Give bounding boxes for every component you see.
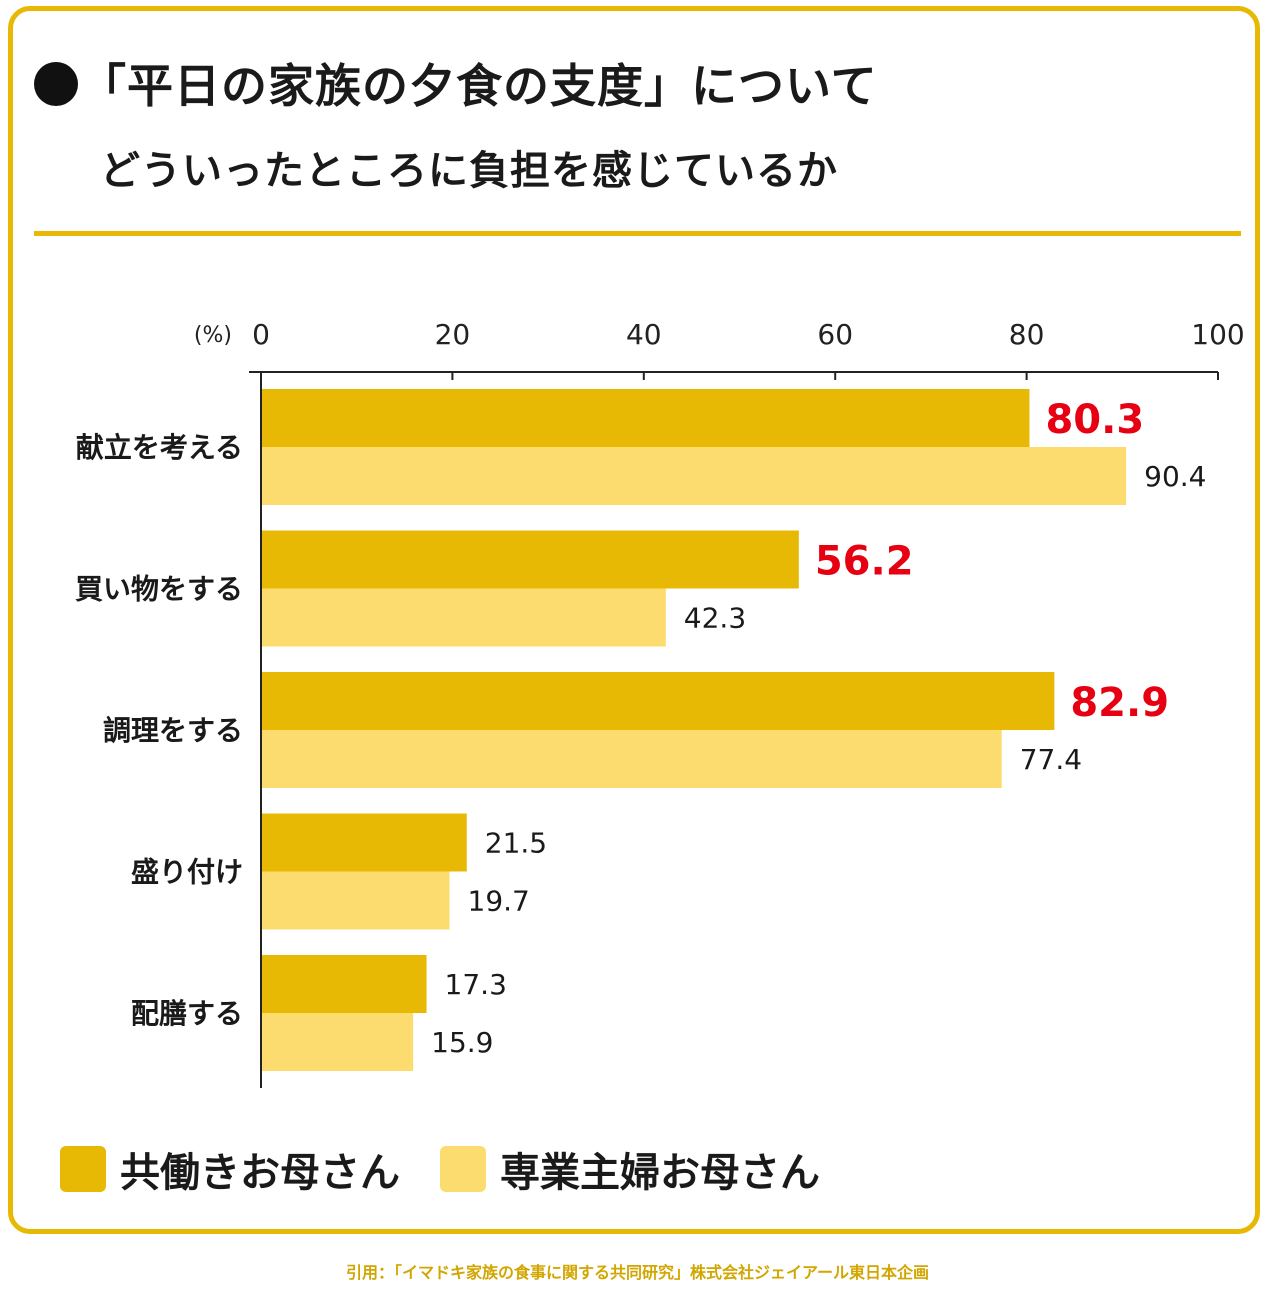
data-label: 42.3 <box>684 602 746 635</box>
category-label: 盛り付け <box>131 856 243 889</box>
data-label: 17.3 <box>445 968 507 1001</box>
bar-working <box>261 672 1055 730</box>
data-label: 21.5 <box>485 827 547 860</box>
data-label: 80.3 <box>1045 397 1144 443</box>
bar-homemaker <box>261 730 1002 788</box>
bar-homemaker <box>261 588 666 647</box>
data-label: 56.2 <box>815 539 914 585</box>
chart-subtitle: どういったところに負担を感じているか <box>100 148 838 194</box>
category-label: 調理をする <box>103 714 243 747</box>
category-label: 買い物をする <box>75 573 243 606</box>
bar-working <box>261 530 799 589</box>
legend-item-working: 共働きお母さん <box>60 1140 400 1198</box>
legend-label-working: 共働きお母さん <box>120 1150 400 1196</box>
axis-unit-label: (%) <box>194 323 232 348</box>
x-tick-label: 40 <box>626 318 662 351</box>
bar-homemaker <box>261 1013 414 1071</box>
category-label: 配膳する <box>131 997 243 1030</box>
title-divider <box>34 231 1241 236</box>
x-tick-label: 0 <box>252 318 270 351</box>
data-label: 15.9 <box>431 1026 493 1059</box>
legend-label-homemaker: 専業主婦お母さん <box>500 1150 820 1196</box>
bar-homemaker <box>261 871 450 930</box>
x-tick-label: 100 <box>1191 318 1244 351</box>
data-label: 90.4 <box>1144 460 1206 493</box>
bar-working <box>261 955 427 1013</box>
x-tick-label: 80 <box>1009 318 1045 351</box>
chart-title: 「平日の家族の夕食の支度」について <box>34 50 878 116</box>
title-text: 「平日の家族の夕食の支度」について <box>80 59 878 113</box>
legend-swatch-homemaker <box>440 1146 486 1192</box>
data-label: 82.9 <box>1070 680 1169 726</box>
bar-working <box>261 389 1030 447</box>
bar-homemaker <box>261 447 1127 505</box>
category-label: 献立を考える <box>76 431 243 464</box>
x-tick-label: 20 <box>435 318 471 351</box>
bullet-icon <box>34 62 78 106</box>
legend-item-homemaker: 専業主婦お母さん <box>440 1140 820 1198</box>
bar-working <box>261 813 467 872</box>
data-label: 77.4 <box>1020 743 1082 776</box>
data-label: 19.7 <box>468 885 530 918</box>
source-citation: 引用：「イマドキ家族の食事に関する共同研究」株式会社ジェイアール東日本企画 <box>345 1263 930 1282</box>
legend: 共働きお母さん 専業主婦お母さん <box>60 1140 860 1198</box>
x-tick-label: 60 <box>817 318 853 351</box>
legend-swatch-working <box>60 1146 106 1192</box>
